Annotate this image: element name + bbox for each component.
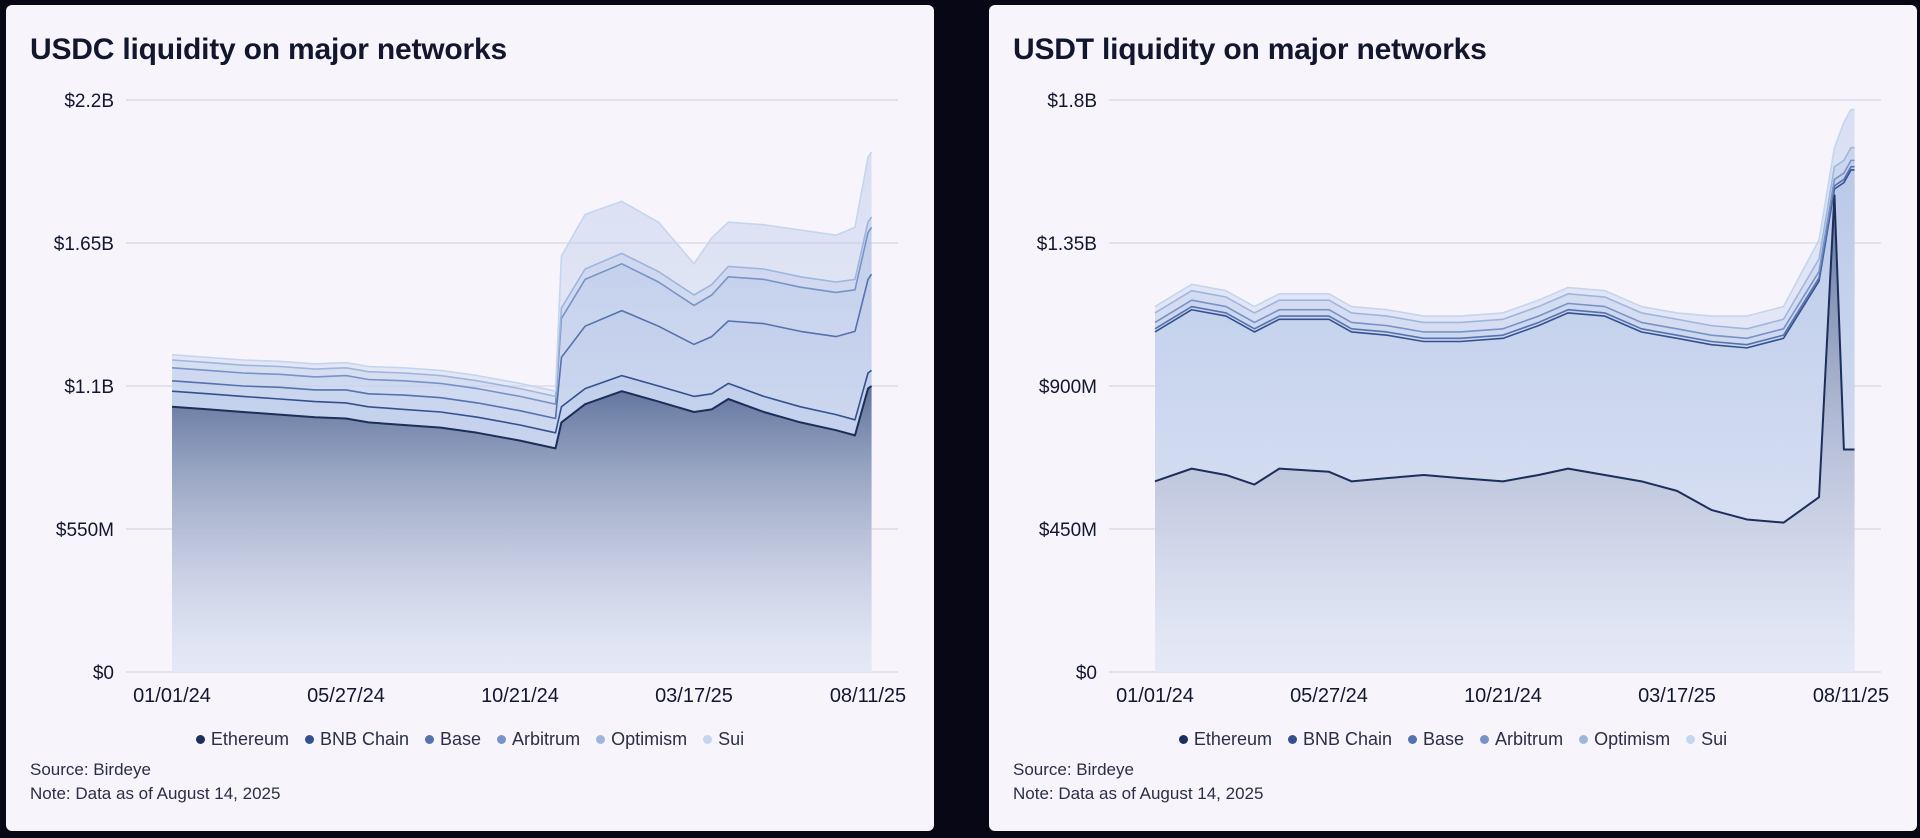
chart-title: USDC liquidity on major networks xyxy=(30,33,507,66)
date-note: Note: Data as of August 14, 2025 xyxy=(30,784,281,803)
legend-label: Optimism xyxy=(1594,729,1671,749)
legend-dot xyxy=(1178,735,1188,744)
x-tick-label: 05/27/24 xyxy=(1290,685,1368,705)
chart-legend: Ethereum BNB Chain Base Arbitrum Optimis… xyxy=(989,729,1917,750)
legend-label: Ethereum xyxy=(210,729,289,749)
legend-label: Ethereum xyxy=(1193,729,1272,749)
legend-dot xyxy=(304,735,314,744)
source-note: Source: Birdeye xyxy=(30,760,151,779)
legend-label: Sui xyxy=(1701,729,1728,749)
legend-item-bnb-chain: BNB Chain xyxy=(1287,729,1393,750)
y-tick-label: $900M xyxy=(1039,377,1097,398)
y-tick-label: $550M xyxy=(56,520,114,541)
legend-item-sui: Sui xyxy=(1686,729,1727,750)
usdc-chart-panel: $0 $550M $1.1B $1.65B $2.2B 01/01/24 05/27/24 1… xyxy=(6,5,934,831)
usdt-chart-panel: $0 $450M $900M $1.35B $1.8B 01/01/24 05/27/24 1… xyxy=(989,5,1917,831)
x-tick-label: 01/01/24 xyxy=(1116,685,1194,705)
y-tick-label: $1.35B xyxy=(1037,234,1097,255)
usdt-chart: $0 $450M $900M $1.35B $1.8B 01/01/24 05/27/24 1… xyxy=(1037,91,1889,705)
date-note: Note: Data as of August 14, 2025 xyxy=(1013,784,1264,803)
y-tick-label: $1.65B xyxy=(54,234,114,255)
legend-dot xyxy=(1287,735,1297,744)
legend-dot xyxy=(1480,735,1490,744)
series-area-ethereum xyxy=(1155,195,1855,673)
legend-dot xyxy=(1579,735,1589,744)
legend-label: Arbitrum xyxy=(512,729,581,749)
legend-item-base: Base xyxy=(1408,729,1464,750)
legend-label: BNB Chain xyxy=(319,729,410,749)
x-tick-label: 03/17/25 xyxy=(1638,685,1716,705)
legend-item-ethereum: Ethereum xyxy=(195,729,289,750)
series-area-ethereum xyxy=(172,386,872,672)
legend-dot xyxy=(195,735,205,744)
legend-label: Sui xyxy=(718,729,745,749)
series-line-sui xyxy=(1154,108,1855,317)
legend-dot xyxy=(1408,735,1418,744)
series-line-optimism xyxy=(1154,146,1855,330)
chart-legend: Ethereum BNB Chain Base Arbitrum Optimis… xyxy=(6,729,934,750)
y-tick-label: $1.1B xyxy=(64,377,114,398)
series-line-base xyxy=(1154,165,1855,346)
series-line-arbitrum xyxy=(1154,159,1855,340)
chart-title: USDT liquidity on major networks xyxy=(1013,33,1487,66)
series-line-sui xyxy=(171,151,873,392)
legend-dot xyxy=(425,735,435,744)
legend-label: Base xyxy=(440,729,482,749)
legend-dot xyxy=(703,735,713,744)
legend-item-optimism: Optimism xyxy=(596,729,687,750)
legend-dot xyxy=(1686,735,1696,744)
series-line-bnb-chain xyxy=(171,369,873,434)
legend-label: Arbitrum xyxy=(1495,729,1564,749)
legend-label: Optimism xyxy=(611,729,688,749)
x-tick-label: 03/17/25 xyxy=(655,685,733,705)
y-tick-label: $450M xyxy=(1039,520,1097,541)
y-tick-label: $2.2B xyxy=(64,91,114,112)
legend-item-arbitrum: Arbitrum xyxy=(1480,729,1563,750)
series-line-ethereum xyxy=(171,385,873,450)
legend-item-base: Base xyxy=(425,729,481,750)
series-line-base xyxy=(171,273,873,420)
source-note: Source: Birdeye xyxy=(1013,760,1134,779)
legend-item-bnb-chain: BNB Chain xyxy=(304,729,410,750)
legend-item-optimism: Optimism xyxy=(1579,729,1670,750)
legend-label: Base xyxy=(1423,729,1465,749)
series-line-ethereum xyxy=(1154,194,1855,524)
y-tick-label: $1.8B xyxy=(1047,91,1097,112)
legend-item-ethereum: Ethereum xyxy=(1178,729,1272,750)
x-tick-label: 10/21/24 xyxy=(1464,685,1542,705)
legend-dot xyxy=(596,735,606,744)
legend-dot xyxy=(497,735,507,744)
x-tick-label: 05/27/24 xyxy=(307,685,385,705)
usdc-chart: $0 $550M $1.1B $1.65B $2.2B 01/01/24 05/27/24 1… xyxy=(54,91,906,705)
x-tick-label: 10/21/24 xyxy=(481,685,559,705)
x-tick-label: 08/11/25 xyxy=(830,685,906,705)
y-tick-label: $0 xyxy=(93,663,114,684)
legend-item-sui: Sui xyxy=(703,729,744,750)
legend-label: BNB Chain xyxy=(1302,729,1393,749)
legend-item-arbitrum: Arbitrum xyxy=(497,729,580,750)
x-tick-label: 01/01/24 xyxy=(133,685,211,705)
x-tick-label: 08/11/25 xyxy=(1813,685,1889,705)
series-line-optimism xyxy=(171,216,873,398)
y-tick-label: $0 xyxy=(1076,663,1097,684)
